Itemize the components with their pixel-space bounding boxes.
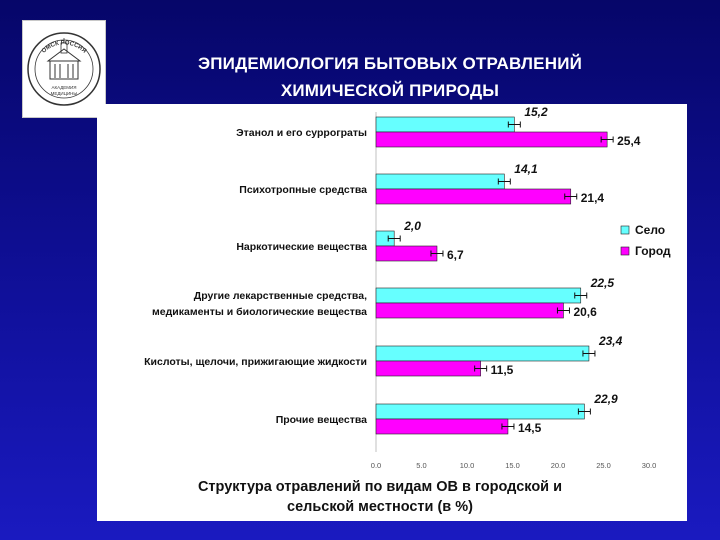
bar-gorod	[375, 245, 438, 262]
x-tick-label: 20.0	[551, 461, 566, 470]
slide-title: ЭПИДЕМИОЛОГИЯ БЫТОВЫХ ОТРАВЛЕНИЙ ХИМИЧЕС…	[140, 50, 640, 104]
category-label: Этанол и его суррограты	[236, 127, 367, 139]
data-label: 15,2	[524, 105, 548, 119]
category-label: Кислоты, щелочи, прижигающие жидкости	[144, 356, 367, 368]
legend-label: Город	[635, 244, 671, 258]
x-tick-label: 5.0	[416, 461, 426, 470]
academy-logo: ОМСК РОССИЯ АКАДЕМИЯ МЕДИЦИНЫ	[22, 20, 106, 118]
x-tick-label: 0.0	[371, 461, 381, 470]
category-label: Прочие вещества	[276, 414, 367, 426]
bar-gorod	[375, 188, 572, 205]
data-label: 23,4	[598, 334, 623, 348]
bar-selo	[375, 287, 582, 304]
category-label: Другие лекарственные средства,	[194, 290, 367, 302]
legend-swatch-gorod	[620, 246, 630, 256]
slide-title-line-1: ЭПИДЕМИОЛОГИЯ БЫТОВЫХ ОТРАВЛЕНИЙ	[197, 54, 583, 73]
category-label: Наркотические вещества	[236, 241, 367, 253]
x-tick-label: 15.0	[505, 461, 520, 470]
legend-swatch-selo	[620, 225, 630, 235]
data-label: 2,0	[403, 219, 421, 233]
bar-gorod	[375, 302, 564, 319]
x-tick-label: 10.0	[460, 461, 475, 470]
data-label: 11,5	[491, 363, 514, 377]
x-tick-label: 25.0	[596, 461, 611, 470]
logo-bottom-text-1: АКАДЕМИЯ	[51, 85, 76, 90]
logo-emblem-icon: ОМСК РОССИЯ АКАДЕМИЯ МЕДИЦИНЫ	[27, 32, 101, 106]
x-tick-label: 30.0	[642, 461, 657, 470]
data-label: 6,7	[447, 248, 464, 262]
legend-label: Село	[635, 223, 665, 237]
chart-panel: Этанол и его суррограты 15,2 25,4 Психотроп…	[97, 104, 687, 521]
bar-selo	[375, 116, 515, 133]
bar-gorod	[375, 131, 608, 148]
data-label: 14,5	[518, 421, 542, 435]
data-label: 22,9	[593, 392, 618, 406]
logo-bottom-text-2: МЕДИЦИНЫ	[51, 91, 78, 96]
chart-caption-line-2: сельской местности (в %)	[287, 499, 473, 515]
data-label: 22,5	[590, 276, 615, 290]
data-label: 25,4	[617, 134, 641, 148]
data-label: 20,6	[573, 305, 597, 319]
slide-title-line-2: ХИМИЧЕСКОЙ ПРИРОДЫ	[280, 81, 500, 100]
data-label: 14,1	[514, 162, 538, 176]
chart-caption-line-1: Структура отравлений по видам ОВ в город…	[198, 479, 562, 495]
bar-gorod	[375, 418, 509, 435]
bar-chart: Этанол и его суррограты 15,2 25,4 Психотроп…	[144, 105, 671, 515]
bar-gorod	[375, 360, 481, 377]
bar-selo	[375, 403, 585, 420]
category-label: Психотропные средства	[239, 184, 367, 196]
bar-selo	[375, 345, 590, 362]
category-label: медикаменты и биологические вещества	[152, 306, 367, 318]
bar-selo	[375, 173, 505, 190]
data-label: 21,4	[581, 191, 605, 205]
